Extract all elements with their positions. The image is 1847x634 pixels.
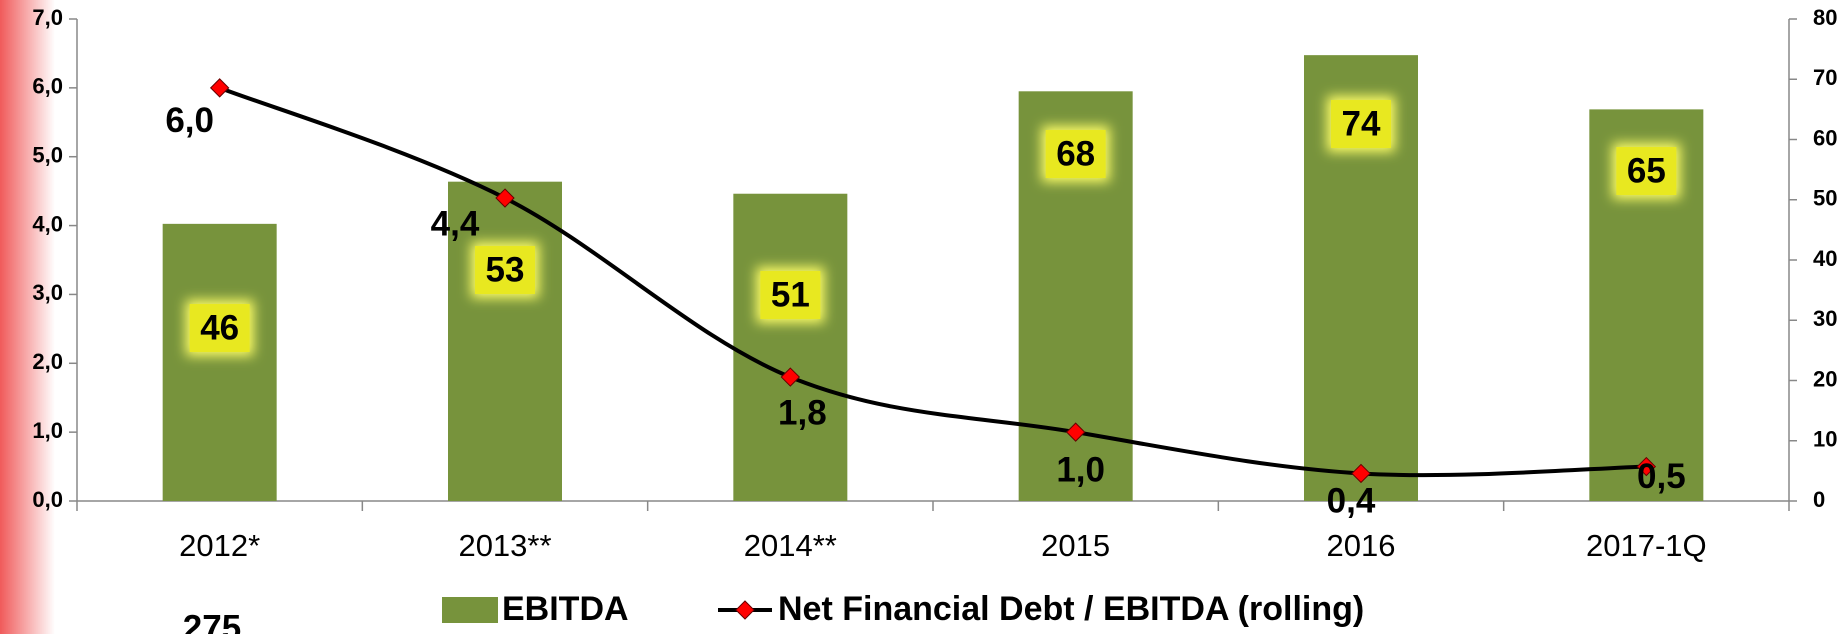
label-box [1045,130,1106,178]
marker [780,367,801,387]
marker [1065,422,1086,442]
annotation: 275 [183,608,241,634]
y2-tick-label: 10 [1813,427,1837,452]
y-tick-label: 5,0 [32,143,63,168]
marker [1636,456,1657,477]
bar-value-label: 74 [1327,96,1395,152]
x-tick-label: 2013** [458,528,551,563]
label-box [475,246,535,294]
x-tick-label: 2016 [1327,528,1396,563]
legend-marker [735,600,755,620]
y-tick-label: 4,0 [32,211,63,236]
y-tick-label: 2,0 [32,349,63,374]
x-tick-label: 2012* [179,528,260,563]
line [218,85,1647,478]
line-value: 4,4 [431,204,480,243]
line-value: 6,0 [165,101,214,140]
bar-value: 65 [1627,151,1666,190]
line-value: 1,8 [778,393,827,432]
side-strip [0,0,55,634]
legend-swatch [442,597,498,623]
bar-value-label: 53 [471,242,539,298]
bar-value-label: 68 [1041,126,1110,182]
label-box [189,304,250,352]
label-box [760,271,821,319]
line-value: 0,4 [1327,482,1376,521]
bar-value: 74 [1342,104,1381,143]
bar-value: 46 [200,308,239,347]
line-value: 1,0 [1056,450,1105,489]
label-box [1331,100,1391,148]
y2-tick-label: 70 [1813,65,1837,90]
y2-tick-label: 40 [1813,246,1837,271]
bar-value: 53 [486,250,525,289]
legend-label: EBITDA [502,590,629,628]
bar-value: 68 [1056,134,1095,173]
bar [448,181,562,502]
bar-value-label: 51 [756,267,825,323]
y2-tick-label: 60 [1813,125,1837,150]
bar [733,193,848,501]
legend-label: Net Financial Debt / EBITDA (rolling) [778,590,1364,628]
y-tick-label: 6,0 [32,74,63,99]
y2-tick-label: 30 [1813,306,1837,331]
marker [1351,463,1371,484]
y2-tick-label: 80 [1813,5,1837,30]
label-box [1616,147,1677,195]
marker [495,188,515,208]
x-tick-label: 2017-1Q [1586,528,1707,563]
y2-tick-label: 50 [1813,186,1837,211]
y2-tick-label: 0 [1813,487,1825,512]
bar-value-label: 65 [1612,143,1681,199]
y-tick-label: 1,0 [32,418,63,443]
x-tick-label: 2015 [1041,528,1110,563]
y-tick-label: 3,0 [32,280,63,305]
bar [162,223,277,501]
bar-value: 51 [771,275,810,314]
y-tick-label: 7,0 [32,5,63,30]
marker [209,78,230,98]
y2-tick-label: 20 [1813,366,1837,391]
y-tick-label: 0,0 [32,487,63,512]
x-tick-label: 2014** [744,528,837,563]
line-value: 0,5 [1637,457,1686,496]
bar-value-label: 46 [185,300,254,356]
